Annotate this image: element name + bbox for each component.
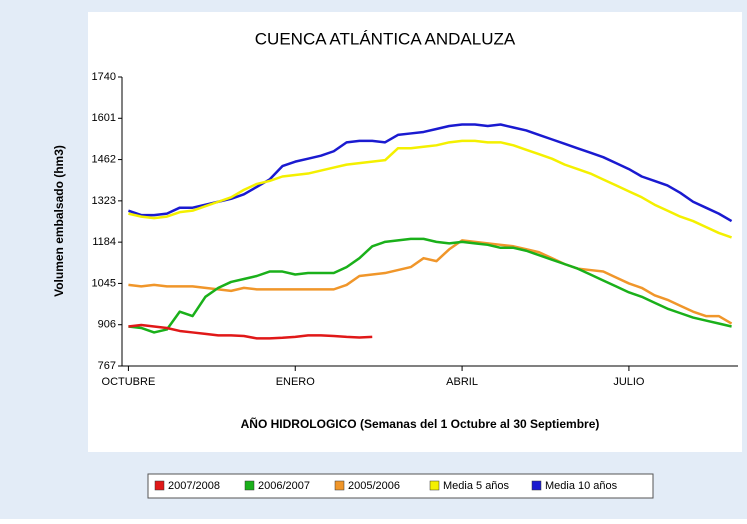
legend-box <box>147 473 654 499</box>
legend-swatch <box>429 480 440 491</box>
legend-swatch <box>531 480 542 491</box>
legend-swatch <box>154 480 165 491</box>
x-tick-label: OCTUBRE <box>102 376 156 388</box>
legend-swatch <box>334 480 345 491</box>
series-line <box>128 239 733 325</box>
legend-label: 2005/2006 <box>348 480 400 492</box>
series-line <box>128 139 732 239</box>
series-line <box>128 237 732 334</box>
chart-title: CUENCA ATLÁNTICA ANDALUZA <box>255 29 516 48</box>
x-tick-label: ENERO <box>276 376 316 388</box>
legend-swatch <box>244 480 255 491</box>
legend-label: Media 10 años <box>545 480 618 492</box>
legend-label: 2007/2008 <box>168 480 220 492</box>
y-tick-label: 1462 <box>92 153 116 165</box>
x-tick-label: JULIO <box>613 376 645 388</box>
x-tick-label: ABRIL <box>446 376 478 388</box>
y-tick-label: 1323 <box>92 195 116 207</box>
legend-label: Media 5 años <box>443 480 510 492</box>
legend-label: 2006/2007 <box>258 480 310 492</box>
y-tick-label: 1045 <box>92 277 116 289</box>
y-tick-label: 767 <box>98 360 116 372</box>
series-line <box>128 323 373 340</box>
y-axis-label: Volumen embalsado (hm3) <box>52 145 66 297</box>
x-axis-label: AÑO HIDROLOGICO (Semanas del 1 Octubre a… <box>241 416 600 431</box>
panel <box>88 12 742 452</box>
y-tick-label: 1740 <box>92 71 116 83</box>
y-tick-label: 1184 <box>92 236 116 248</box>
y-tick-label: 1601 <box>92 112 116 124</box>
y-tick-label: 906 <box>98 319 116 331</box>
